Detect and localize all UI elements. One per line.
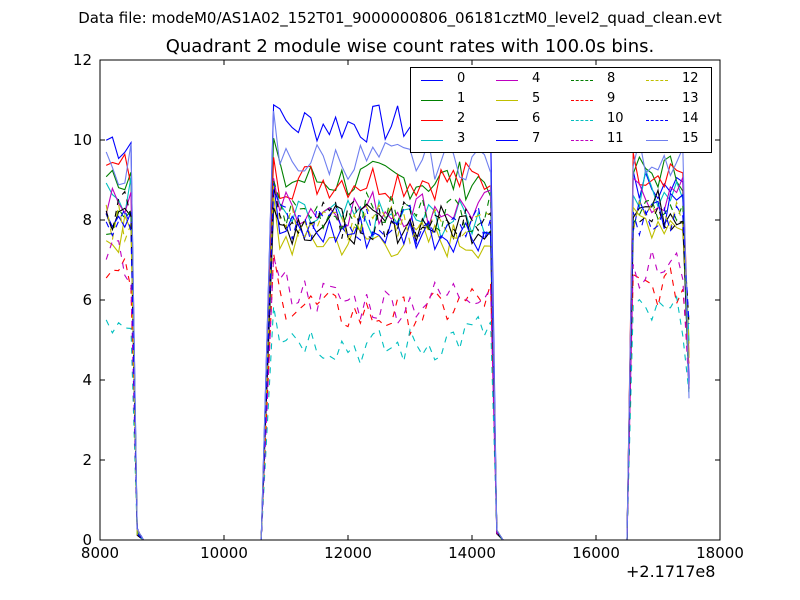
figure-suptitle: Data file: modeM0/AS1A02_152T01_90000008… <box>78 9 722 27</box>
legend-swatch <box>421 120 443 121</box>
legend-label: 1 <box>457 91 466 106</box>
legend-label: 10 <box>607 111 624 126</box>
legend-label: 4 <box>532 71 541 86</box>
x-tick-label: 12000 <box>324 544 372 562</box>
legend-item-3: 3 <box>413 130 488 150</box>
y-tick-label: 0 <box>82 531 92 549</box>
legend-label: 0 <box>457 71 466 86</box>
series-line-12 <box>105 184 690 541</box>
series-line-9 <box>105 253 690 541</box>
legend-label: 9 <box>607 91 616 106</box>
x-tick-label: 10000 <box>200 544 248 562</box>
series-line-1 <box>105 137 690 541</box>
legend-item-15: 15 <box>638 130 713 150</box>
legend-swatch <box>571 140 593 141</box>
legend-item-10: 10 <box>563 110 638 130</box>
series-line-6 <box>105 188 690 541</box>
legend-label: 11 <box>607 131 624 146</box>
legend-item-12: 12 <box>638 70 713 90</box>
legend-item-9: 9 <box>563 90 638 110</box>
legend-label: 6 <box>532 111 541 126</box>
legend-swatch <box>571 120 593 121</box>
series-line-5 <box>105 195 690 541</box>
x-tick-label: 14000 <box>448 544 496 562</box>
legend-label: 8 <box>607 71 616 86</box>
legend-label: 7 <box>532 131 541 146</box>
series-line-0 <box>105 103 690 541</box>
legend-item-0: 0 <box>413 70 488 90</box>
legend-swatch <box>646 80 668 81</box>
legend-swatch <box>571 100 593 101</box>
legend-swatch <box>646 100 668 101</box>
chart-title: Quadrant 2 module wise count rates with … <box>165 36 655 57</box>
series-line-15 <box>105 111 690 541</box>
y-tick-label: 8 <box>82 211 92 229</box>
legend-item-13: 13 <box>638 90 713 110</box>
y-tick-label: 10 <box>73 131 92 149</box>
legend-label: 3 <box>457 131 466 146</box>
legend-label: 14 <box>682 111 699 126</box>
legend-swatch <box>646 140 668 141</box>
legend-item-14: 14 <box>638 110 713 130</box>
x-axis-offset-label: +2.1717e8 <box>626 562 716 581</box>
legend-swatch <box>646 120 668 121</box>
legend-swatch <box>496 140 518 141</box>
legend-swatch <box>496 80 518 81</box>
series-line-10 <box>105 295 690 541</box>
y-tick-label: 4 <box>82 371 92 389</box>
legend-label: 13 <box>682 91 699 106</box>
legend-item-6: 6 <box>488 110 563 130</box>
legend-swatch <box>421 100 443 101</box>
x-tick-label: 18000 <box>696 544 744 562</box>
series-line-4 <box>105 176 690 541</box>
legend-item-2: 2 <box>413 110 488 130</box>
y-tick-label: 2 <box>82 451 92 469</box>
y-tick-label: 12 <box>73 51 92 69</box>
legend-swatch <box>421 80 443 81</box>
chart-legend: 0 1 2 3 4 5 6 7 8 9 10 11 12 13 14 15 <box>410 67 712 153</box>
series-line-11 <box>105 240 690 541</box>
x-tick-label: 16000 <box>572 544 620 562</box>
legend-swatch <box>496 100 518 101</box>
series-line-13 <box>105 186 690 541</box>
legend-label: 15 <box>682 131 699 146</box>
y-tick-label: 6 <box>82 291 92 309</box>
legend-item-7: 7 <box>488 130 563 150</box>
legend-item-8: 8 <box>563 70 638 90</box>
x-tick-label: 8000 <box>81 544 119 562</box>
legend-label: 2 <box>457 111 466 126</box>
legend-swatch <box>496 120 518 121</box>
legend-swatch <box>421 140 443 141</box>
series-line-2 <box>105 152 690 541</box>
legend-swatch <box>571 80 593 81</box>
legend-item-1: 1 <box>413 90 488 110</box>
legend-item-11: 11 <box>563 130 638 150</box>
legend-label: 12 <box>682 71 699 86</box>
legend-label: 5 <box>532 91 541 106</box>
series-line-7 <box>105 183 690 541</box>
legend-item-4: 4 <box>488 70 563 90</box>
legend-item-5: 5 <box>488 90 563 110</box>
